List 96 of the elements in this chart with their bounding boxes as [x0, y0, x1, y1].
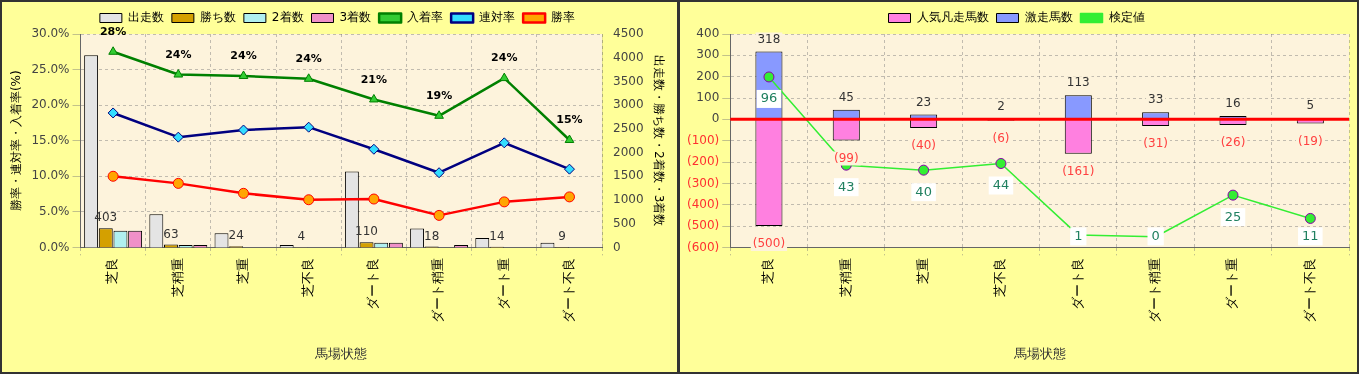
data-label: 5 [1306, 98, 1315, 113]
x-axis-title: 馬場状態 [1012, 345, 1066, 361]
y-tick-label: 100 [696, 90, 720, 105]
y-tick-label: (100) [686, 132, 720, 147]
y-tick-label: (400) [686, 196, 720, 211]
y-tick-label: 10.0% [31, 168, 70, 183]
data-label: 19% [425, 89, 453, 103]
legend-label: 3着数 [339, 10, 372, 25]
y2-tick-label: 0 [613, 239, 621, 254]
data-label: 2 [997, 99, 1005, 114]
x-axis-title: 馬場状態 [314, 345, 368, 361]
legend-label: 人気凡走馬数 [916, 10, 989, 25]
x-tick-label: 芝良 [104, 258, 120, 285]
y-tick-label: 200 [696, 68, 720, 83]
data-label: 318 [757, 31, 781, 46]
data-label: (500) [752, 236, 786, 251]
x-tick-label: ダート稍重 [430, 258, 446, 324]
data-label: 96 [760, 90, 778, 106]
data-label: 28% [99, 25, 127, 39]
y-tick-label: 30.0% [31, 26, 70, 41]
y-tick-label: (200) [686, 154, 720, 169]
y2-tick-label: 3500 [613, 73, 644, 88]
legend-label: 連対率 [479, 10, 516, 25]
data-label: 1 [1074, 227, 1083, 243]
data-label: (19) [1298, 133, 1323, 148]
x-tick-label: ダート不良 [1301, 258, 1317, 324]
data-label: 40 [915, 183, 932, 199]
data-label: 16 [1225, 96, 1241, 111]
data-label: 44 [992, 176, 1010, 192]
data-label: 9 [558, 229, 566, 244]
data-label: 14 [489, 228, 505, 243]
data-label: 25 [1224, 208, 1242, 224]
data-label: 43 [838, 178, 855, 194]
data-label: 33 [1148, 92, 1164, 107]
data-label: 24% [491, 51, 518, 65]
data-label: 24% [230, 49, 257, 63]
legend-label: 勝率 [551, 10, 576, 25]
data-label: 113 [1066, 75, 1090, 90]
y2-axis-title: 出走数・勝ち数・2着数・3着数 [651, 55, 666, 227]
x-tick-label: 芝不良 [300, 258, 316, 298]
x-tick-label: 芝重 [915, 258, 930, 285]
x-tick-label: ダート良 [1069, 258, 1085, 311]
x-tick-label: 芝重 [234, 258, 250, 285]
y-tick-label: 400 [696, 26, 720, 41]
data-label: (99) [833, 150, 859, 165]
data-label: (31) [1143, 136, 1168, 151]
data-label: (26) [1220, 135, 1246, 150]
y-tick-label: 0.0% [39, 239, 70, 254]
data-label: 4 [297, 229, 306, 244]
x-tick-label: 芝不良 [992, 258, 1008, 298]
data-label: (40) [911, 138, 936, 153]
y2-tick-label: 1000 [613, 192, 644, 207]
y-tick-label: (600) [686, 239, 720, 254]
y2-tick-label: 2500 [613, 120, 644, 135]
y2-tick-label: 4500 [613, 26, 644, 41]
y-tick-label: 25.0% [31, 61, 70, 76]
y-tick-label: 20.0% [31, 97, 70, 112]
y2-tick-label: 1500 [613, 168, 644, 183]
legend-label: 勝ち数 [199, 10, 236, 25]
y2-tick-label: 3000 [613, 97, 644, 112]
y-tick-label: 15.0% [31, 132, 70, 147]
x-tick-label: 芝稍重 [169, 258, 185, 298]
data-label: 24% [295, 52, 322, 66]
y2-tick-label: 500 [613, 215, 636, 230]
data-label: 21% [360, 72, 388, 86]
data-label: (6) [992, 130, 1010, 145]
data-label: 0 [1151, 227, 1160, 243]
legend-label: 検定値 [1108, 10, 1145, 25]
data-label: 15% [556, 113, 583, 127]
y-axis-title: 勝率・連対率・入着率(%) [9, 70, 24, 212]
legend-label: 激走馬数 [1024, 10, 1073, 25]
x-tick-label: ダート稍重 [1147, 258, 1163, 324]
data-label: (161) [1062, 163, 1095, 178]
data-label: 24% [165, 47, 192, 61]
x-tick-label: 芝稍重 [837, 258, 853, 298]
y-tick-label: (500) [686, 218, 720, 233]
legend-label: 2着数 [271, 10, 304, 25]
y-tick-label: 0 [711, 111, 720, 126]
x-tick-label: 芝良 [760, 258, 776, 285]
data-label: 24 [228, 228, 244, 243]
legend-label: 入着率 [407, 10, 444, 25]
x-tick-label: ダート不良 [560, 258, 576, 324]
x-tick-label: ダート良 [365, 258, 381, 311]
x-tick-label: ダート重 [1224, 258, 1240, 311]
x-tick-label: ダート重 [495, 258, 511, 311]
y-tick-label: (300) [686, 175, 720, 190]
data-label: 45 [838, 89, 854, 104]
data-label: 18 [424, 228, 440, 243]
data-label: 63 [163, 226, 179, 241]
y-tick-label: 5.0% [39, 203, 70, 218]
data-label: 11 [1302, 227, 1319, 243]
legend-label: 出走数 [127, 10, 164, 25]
y-tick-label: 300 [696, 47, 720, 62]
y2-tick-label: 2000 [613, 144, 644, 159]
data-label: 23 [915, 94, 932, 109]
y2-tick-label: 4000 [613, 49, 644, 64]
